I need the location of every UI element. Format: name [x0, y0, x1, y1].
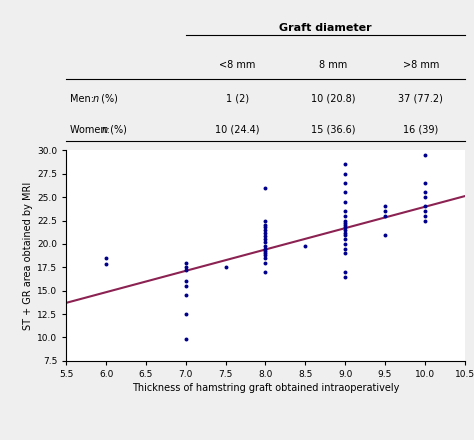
Point — [341, 250, 349, 257]
Point — [381, 231, 389, 238]
Text: 1 (2): 1 (2) — [226, 94, 249, 104]
Text: n: n — [93, 94, 99, 104]
Point — [381, 208, 389, 215]
Point — [341, 161, 349, 168]
Point — [341, 220, 349, 227]
Point — [341, 217, 349, 224]
Text: <8 mm: <8 mm — [219, 60, 256, 70]
Point — [182, 282, 190, 290]
Point — [341, 231, 349, 238]
Text: 10 (24.4): 10 (24.4) — [215, 125, 260, 135]
Point — [262, 248, 269, 255]
Point — [262, 250, 269, 257]
Point — [421, 189, 428, 196]
Point — [341, 226, 349, 233]
Point — [262, 254, 269, 261]
Text: 8 mm: 8 mm — [319, 60, 347, 70]
Point — [182, 264, 190, 271]
Point — [182, 336, 190, 343]
Y-axis label: ST + GR area obtained by MRI: ST + GR area obtained by MRI — [23, 181, 33, 330]
Text: 37 (77.2): 37 (77.2) — [398, 94, 443, 104]
Text: (%): (%) — [107, 125, 127, 135]
Text: 15 (36.6): 15 (36.6) — [311, 125, 356, 135]
Point — [341, 180, 349, 187]
Point — [102, 261, 110, 268]
Point — [421, 217, 428, 224]
Point — [341, 170, 349, 177]
Point — [182, 292, 190, 299]
Point — [262, 184, 269, 191]
Point — [421, 208, 428, 215]
Point — [421, 180, 428, 187]
Point — [262, 226, 269, 233]
Point — [262, 233, 269, 240]
Point — [301, 242, 309, 249]
Point — [341, 224, 349, 231]
Point — [102, 254, 110, 261]
Point — [182, 278, 190, 285]
Point — [341, 208, 349, 215]
Point — [262, 242, 269, 249]
Point — [262, 229, 269, 236]
Point — [381, 203, 389, 210]
Point — [341, 213, 349, 220]
Point — [341, 268, 349, 275]
Text: n: n — [102, 125, 108, 135]
Point — [341, 245, 349, 252]
Point — [262, 252, 269, 259]
Point — [182, 259, 190, 266]
Point — [421, 151, 428, 158]
Point — [262, 236, 269, 243]
Point — [182, 267, 190, 274]
Point — [262, 238, 269, 246]
Point — [421, 203, 428, 210]
Point — [421, 194, 428, 201]
Point — [262, 268, 269, 275]
Text: Women:: Women: — [70, 125, 113, 135]
Point — [222, 264, 229, 271]
Point — [341, 222, 349, 229]
Text: (%): (%) — [98, 94, 118, 104]
Point — [341, 240, 349, 247]
Point — [341, 229, 349, 236]
Point — [182, 311, 190, 318]
Text: >8 mm: >8 mm — [402, 60, 439, 70]
Point — [341, 236, 349, 243]
Point — [262, 259, 269, 266]
Point — [262, 245, 269, 252]
Point — [341, 189, 349, 196]
Text: 10 (20.8): 10 (20.8) — [311, 94, 356, 104]
Point — [381, 213, 389, 220]
Point — [262, 224, 269, 231]
Text: Men:: Men: — [70, 94, 98, 104]
Point — [421, 213, 428, 220]
Point — [262, 222, 269, 229]
Point — [341, 198, 349, 205]
Text: 16 (39): 16 (39) — [403, 125, 438, 135]
Point — [341, 273, 349, 280]
Text: Graft diameter: Graft diameter — [279, 23, 372, 33]
Point — [262, 217, 269, 224]
X-axis label: Thickness of hamstring graft obtained intraoperatively: Thickness of hamstring graft obtained in… — [132, 383, 399, 393]
